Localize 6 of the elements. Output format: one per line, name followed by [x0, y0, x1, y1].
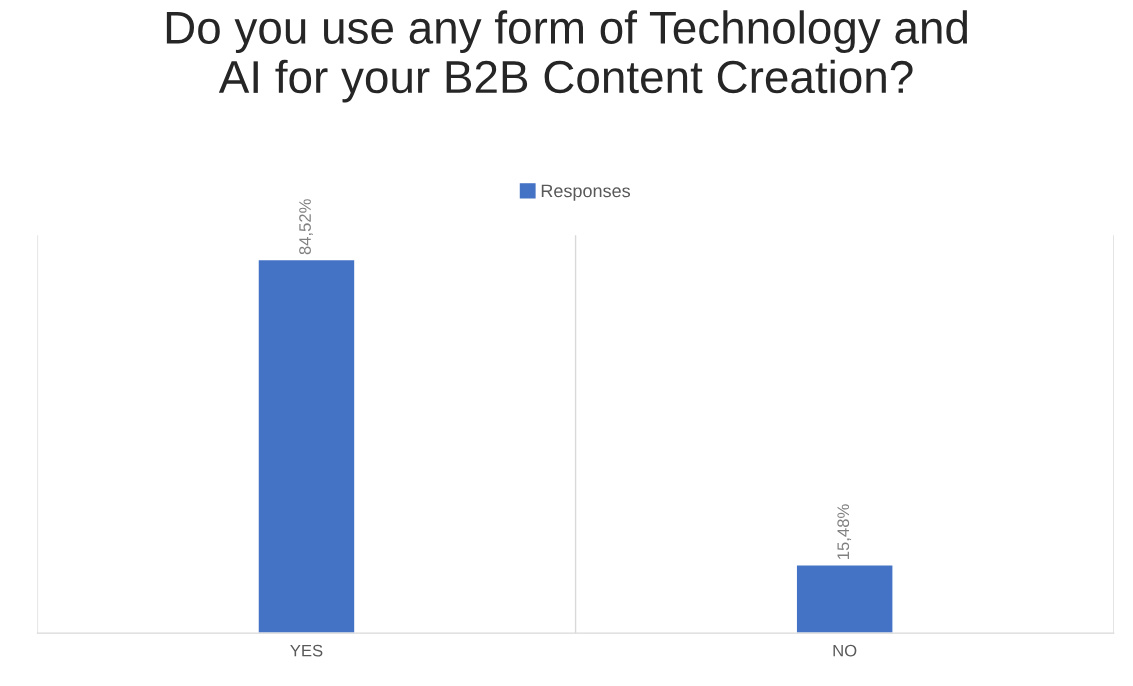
data-label: 84,52% — [299, 199, 313, 255]
x-tick-label: YES — [290, 644, 323, 657]
data-label: 15,48% — [837, 504, 852, 559]
chart-title: Do you use any form of Technology and AI for your B2B Content Creation? — [166, 10, 967, 103]
x-tick-label: NO — [833, 644, 857, 657]
legend-label: Responses — [541, 184, 631, 201]
